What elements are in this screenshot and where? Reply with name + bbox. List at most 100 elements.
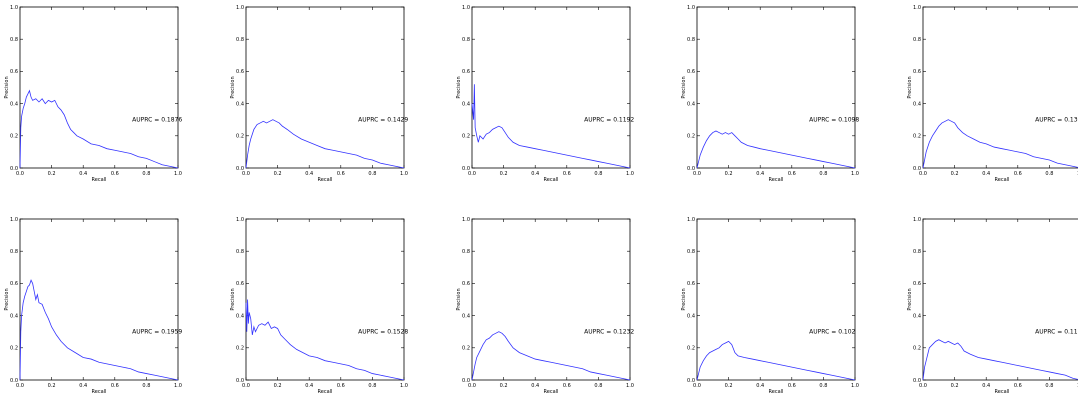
x-tick-label: 0.0	[468, 171, 476, 177]
y-tick-label: 0.2	[236, 134, 244, 140]
y-tick-label: 1.0	[687, 217, 695, 223]
x-tick-label: 0.2	[725, 171, 733, 177]
x-tick-label: 0.8	[594, 171, 602, 177]
x-axis-label: Recall	[544, 177, 559, 183]
plot-frame	[471, 6, 631, 169]
x-axis-label: Recall	[769, 177, 784, 183]
x-tick-label: 0.6	[337, 171, 345, 177]
pr-curve-line	[19, 279, 179, 381]
y-tick-label: 0.2	[462, 134, 470, 140]
subplot-1: 0.0 0.2 0.4 0.6 0.8 1.0 0.0 0.2 0.4 0.6 0.8 1.0 Reca…	[4, 5, 182, 183]
pr-curve-line	[696, 130, 856, 169]
y-tick-label: 0.0	[236, 378, 244, 384]
y-tick-label: 0.8	[687, 249, 695, 255]
y-tick-label: 0.8	[913, 37, 921, 43]
x-tick-label: 0.0	[693, 383, 701, 389]
subplot-9: 0.0 0.2 0.4 0.6 0.8 1.0 0.0 0.2 0.4 0.6 0.8 1.0 Reca…	[681, 217, 859, 395]
y-axis-label: Precision	[230, 76, 236, 98]
x-tick-label: 1.0	[626, 383, 634, 389]
plot-frame	[19, 218, 179, 381]
y-tick-label: 0.8	[236, 37, 244, 43]
x-tick-label: 0.8	[142, 383, 150, 389]
x-tick-label: 0.8	[819, 171, 827, 177]
x-tick-label: 0.0	[16, 383, 24, 389]
x-tick-label: 0.2	[48, 171, 56, 177]
x-axis-label: Recall	[92, 389, 107, 395]
x-tick-label: 0.6	[1014, 383, 1022, 389]
x-tick-label: 0.6	[111, 383, 119, 389]
y-tick-label: 0.8	[462, 37, 470, 43]
y-tick-label: 0.2	[913, 346, 921, 352]
x-tick-label: 0.2	[951, 171, 959, 177]
x-tick-label: 0.4	[305, 171, 313, 177]
auprc-annotation: AUPRC = 0.1959	[132, 329, 182, 336]
subplot-8: 0.0 0.2 0.4 0.6 0.8 1.0 0.0 0.2 0.4 0.6 0.8 1.0 Reca…	[456, 217, 634, 395]
y-tick-label: 0.8	[236, 249, 244, 255]
y-tick-label: 1.0	[10, 5, 18, 11]
x-tick-label: 1.0	[851, 383, 859, 389]
y-tick-label: 0.6	[462, 281, 470, 287]
x-tick-label: 0.8	[1045, 383, 1053, 389]
y-tick-label: 1.0	[236, 5, 244, 11]
y-tick-label: 0.6	[913, 69, 921, 75]
x-tick-label: 0.2	[725, 383, 733, 389]
x-tick-label: 0.2	[500, 383, 508, 389]
x-tick-label: 0.4	[531, 171, 539, 177]
y-tick-label: 0.0	[462, 378, 470, 384]
y-tick-label: 1.0	[687, 5, 695, 11]
plot-frame	[696, 218, 856, 381]
x-tick-label: 0.6	[1014, 171, 1022, 177]
y-tick-label: 0.8	[462, 249, 470, 255]
x-tick-label: 1.0	[626, 171, 634, 177]
x-tick-label: 0.4	[79, 171, 87, 177]
y-tick-label: 0.2	[687, 134, 695, 140]
pr-curve-line	[19, 89, 179, 169]
y-tick-label: 1.0	[913, 217, 921, 223]
x-tick-label: 0.8	[1045, 171, 1053, 177]
subplot-7: 0.0 0.2 0.4 0.6 0.8 1.0 0.0 0.2 0.4 0.6 0.8 1.0 Reca…	[230, 217, 408, 395]
x-axis-label: Recall	[318, 389, 333, 395]
y-tick-label: 0.4	[687, 101, 695, 107]
subplot-6: 0.0 0.2 0.4 0.6 0.8 1.0 0.0 0.2 0.4 0.6 0.8 1.0 Reca…	[4, 217, 182, 395]
y-tick-label: 0.6	[687, 69, 695, 75]
x-tick-label: 1.0	[174, 171, 182, 177]
x-tick-label: 0.4	[531, 383, 539, 389]
y-tick-label: 0.2	[236, 346, 244, 352]
plot-frame	[19, 6, 179, 169]
y-tick-label: 0.4	[913, 101, 921, 107]
x-tick-label: 0.4	[305, 383, 313, 389]
y-tick-label: 0.4	[462, 313, 470, 319]
y-tick-label: 0.0	[10, 378, 18, 384]
x-tick-label: 0.8	[142, 171, 150, 177]
plot-frame	[922, 218, 1078, 381]
auprc-annotation: AUPRC = 0.102	[809, 329, 855, 336]
y-axis-label: Precision	[4, 76, 10, 98]
y-tick-label: 0.6	[236, 281, 244, 287]
pr-curve-line	[696, 340, 856, 381]
auprc-annotation: AUPRC = 0.1429	[358, 117, 408, 124]
pr-curve-line	[471, 84, 631, 169]
x-tick-label: 0.8	[594, 383, 602, 389]
y-tick-label: 0.2	[10, 346, 18, 352]
subplot-5: 0.00.20.40.60.81.00.00.20.40.60.81.0Reca…	[907, 5, 1078, 183]
y-tick-label: 0.2	[462, 346, 470, 352]
x-tick-label: 0.6	[337, 383, 345, 389]
x-axis-label: Recall	[544, 389, 559, 395]
subplot-10: 0.00.20.40.60.81.00.00.20.40.60.81.0Reca…	[907, 217, 1078, 395]
auprc-annotation: AUPRC = 0.1176	[1035, 329, 1078, 336]
y-tick-label: 0.4	[236, 313, 244, 319]
x-tick-label: 0.4	[79, 383, 87, 389]
y-tick-label: 0.6	[687, 281, 695, 287]
subplot-3: 0.0 0.2 0.4 0.6 0.8 1.0 0.0 0.2 0.4 0.6 0.8 1.0 Reca…	[456, 5, 634, 183]
y-tick-label: 0.4	[462, 101, 470, 107]
y-axis-label: Precision	[681, 76, 687, 98]
y-tick-label: 0.8	[10, 249, 18, 255]
y-tick-label: 1.0	[462, 217, 470, 223]
x-axis-label: Recall	[92, 177, 107, 183]
y-tick-label: 1.0	[462, 5, 470, 11]
y-tick-label: 0.6	[913, 281, 921, 287]
pr-curve-line	[245, 299, 405, 381]
y-tick-label: 0.4	[687, 313, 695, 319]
